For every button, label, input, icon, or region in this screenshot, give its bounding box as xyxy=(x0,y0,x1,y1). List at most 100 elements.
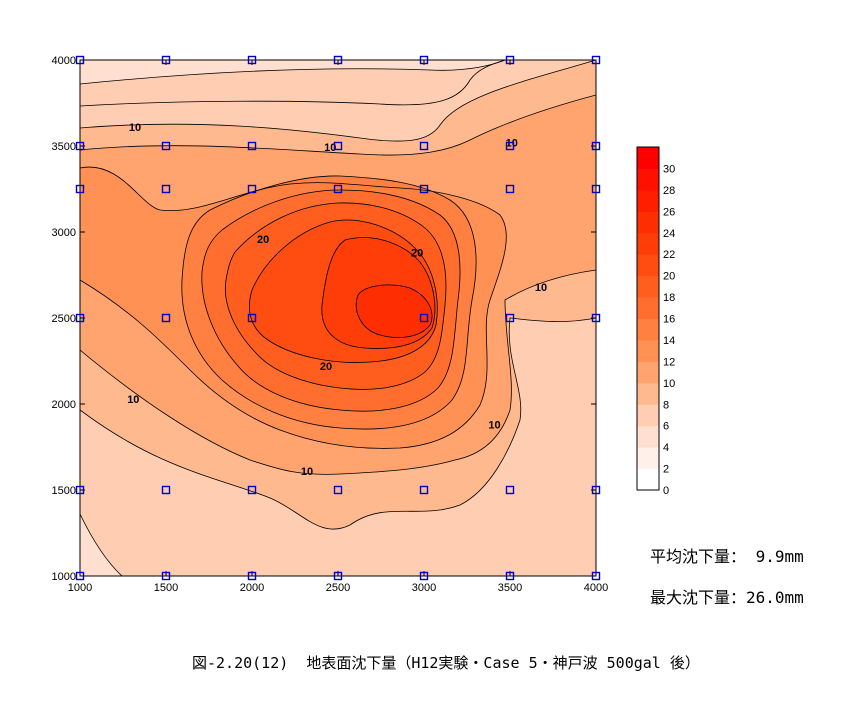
colorbar-tick-label: 10 xyxy=(663,378,675,390)
measurement-point-marker xyxy=(505,184,515,194)
contour-fill-area xyxy=(80,60,596,576)
measurement-point-marker xyxy=(161,571,171,581)
measurement-point-marker xyxy=(419,313,429,323)
colorbar-swatch xyxy=(637,468,659,491)
contour-label: 10 xyxy=(506,138,518,150)
measurement-point-marker xyxy=(247,141,257,151)
measurement-point-marker xyxy=(333,55,343,65)
measurement-point-marker xyxy=(161,55,171,65)
y-tick-label: 2500 xyxy=(52,313,76,325)
measurement-points xyxy=(75,55,601,581)
y-tick-label: 3500 xyxy=(52,141,76,153)
measurement-point-marker xyxy=(247,313,257,323)
colorbar-frame xyxy=(636,146,660,491)
colorbar-tick-label: 20 xyxy=(663,271,675,283)
measurement-point-marker xyxy=(333,184,343,194)
contour-label: 20 xyxy=(257,234,269,246)
contour-label: 10 xyxy=(488,420,500,432)
contour-label: 10 xyxy=(324,142,336,154)
colorbar-tick-label: 12 xyxy=(663,356,675,368)
band-24-26 xyxy=(356,284,432,338)
colorbar-swatch xyxy=(637,297,659,319)
colorbar-swatch xyxy=(637,275,659,298)
measurement-point-marker xyxy=(591,313,601,323)
maximum-settlement: 最大沈下量：26.0mm xyxy=(650,588,804,607)
colorbar-tick-label: 4 xyxy=(663,442,669,454)
colorbar-tick-label: 26 xyxy=(663,206,675,218)
x-tick-label: 2500 xyxy=(326,582,350,594)
contour-line xyxy=(80,60,506,107)
measurement-point-marker xyxy=(419,55,429,65)
contour-line-14 xyxy=(181,175,477,430)
x-tick-label: 4000 xyxy=(584,582,608,594)
colorbar-swatch xyxy=(637,168,659,191)
y-axis: 1000 1500 2000 2500 3000 3500 4000 xyxy=(52,55,596,583)
band-4-6-topcap xyxy=(80,60,505,84)
colorbar-swatch xyxy=(637,447,659,470)
measurement-point-marker xyxy=(505,141,515,151)
measurement-point-marker xyxy=(161,313,171,323)
x-tick-label: 2000 xyxy=(240,582,264,594)
measurement-point-marker xyxy=(591,55,601,65)
colorbar-tick-label: 2 xyxy=(663,464,669,476)
colorbar-swatch xyxy=(637,189,659,212)
colorbar-tick-label: 6 xyxy=(663,421,669,433)
colorbar-swatch xyxy=(637,232,659,255)
x-tick-label: 1000 xyxy=(68,582,92,594)
colorbar-swatch xyxy=(637,339,659,362)
contour-line-20 xyxy=(249,219,438,363)
figure-caption: 図-2.20(12) 地表面沈下量（H12実験・Case 5・神戸波 500ga… xyxy=(192,654,700,672)
contour-line-16 xyxy=(201,189,461,412)
measurement-point-marker xyxy=(419,184,429,194)
colorbar-tick-label: 28 xyxy=(663,185,675,197)
contour-label: 10 xyxy=(129,122,141,134)
measurement-point-marker xyxy=(75,55,85,65)
x-axis: 1000 1500 2000 2500 3000 3500 4000 xyxy=(68,60,608,594)
colorbar-tick-label: 0 xyxy=(663,485,669,497)
colorbar-tick-label: 24 xyxy=(663,228,675,240)
colorbar-swatch xyxy=(637,254,659,277)
measurement-point-marker xyxy=(75,184,85,194)
colorbar-tick-label: 14 xyxy=(663,335,675,347)
measurement-point-marker xyxy=(591,485,601,495)
measurement-point-marker xyxy=(591,571,601,581)
contour-line-6 xyxy=(80,513,123,576)
measurement-point-marker xyxy=(161,141,171,151)
colorbar-swatch xyxy=(637,318,659,341)
measurement-point-marker xyxy=(591,184,601,194)
measurement-point-marker xyxy=(333,141,343,151)
y-tick-label: 1000 xyxy=(52,571,76,583)
colorbar-tick-label: 18 xyxy=(663,292,675,304)
measurement-point-marker xyxy=(333,571,343,581)
x-tick-label: 3500 xyxy=(498,582,522,594)
contour-line xyxy=(80,60,506,85)
contour-label: 10 xyxy=(301,466,313,478)
contour-label: 10 xyxy=(127,394,139,406)
colorbar-swatch xyxy=(637,361,659,384)
y-tick-label: 3000 xyxy=(52,227,76,239)
contour-lines xyxy=(80,60,596,576)
x-tick-label: 3000 xyxy=(412,582,436,594)
y-tick-label: 1500 xyxy=(52,485,76,497)
colorbar-tick-label: 22 xyxy=(663,249,675,261)
measurement-point-marker xyxy=(247,55,257,65)
contour-line-10 xyxy=(80,269,596,475)
contour-labels: 10 10 10 20 20 10 10 20 10 10 xyxy=(127,122,547,478)
measurement-point-marker xyxy=(333,485,343,495)
contour-line xyxy=(80,60,596,142)
measurement-point-marker xyxy=(505,313,515,323)
contour-line-8 xyxy=(80,317,596,530)
y-tick-label: 4000 xyxy=(52,55,76,67)
measurement-point-marker xyxy=(591,141,601,151)
contour-line xyxy=(80,166,507,449)
colorbar-swatch xyxy=(637,147,659,169)
y-tick-label: 2000 xyxy=(52,399,76,411)
band-6-8-top xyxy=(80,60,505,140)
measurement-point-marker xyxy=(75,571,85,581)
measurement-point-marker xyxy=(75,313,85,323)
contour-line-18 xyxy=(224,202,447,390)
measurement-point-marker xyxy=(75,485,85,495)
contour-line xyxy=(80,94,596,156)
